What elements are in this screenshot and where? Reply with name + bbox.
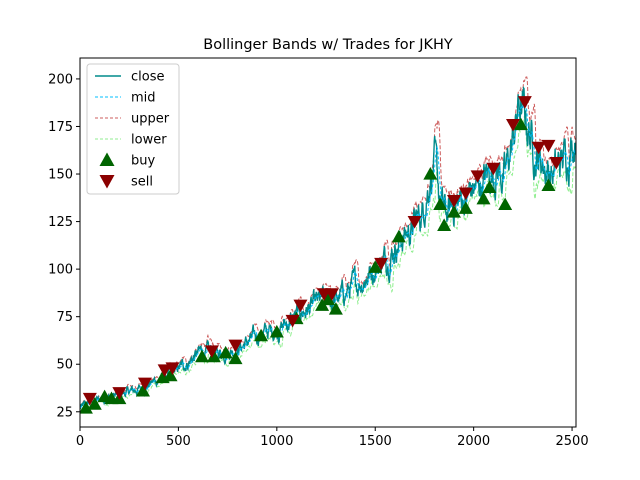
sell-marker — [407, 215, 422, 229]
chart-title: Bollinger Bands w/ Trades for JKHY — [203, 37, 453, 53]
buy-marker — [446, 205, 461, 218]
buy-marker — [218, 345, 233, 359]
buy-marker — [206, 349, 221, 363]
y-tick-label: 200 — [48, 72, 73, 87]
y-tick-label: 100 — [48, 263, 73, 278]
buy-marker — [391, 229, 406, 243]
axes-frame — [79, 57, 577, 428]
axes: 0 500 1000 1500 2000 2500 25 50 75 100 125 150 175 20… — [48, 57, 589, 449]
buy-marker — [368, 260, 383, 273]
x-tick-label: 500 — [166, 434, 191, 449]
y-tick-label: 125 — [48, 215, 73, 230]
sell-marker — [470, 170, 485, 183]
plot-area — [80, 76, 576, 414]
sell-marker — [446, 195, 461, 208]
sell-marker — [293, 299, 308, 313]
sell-marker — [541, 139, 556, 153]
legend-label-mid: mid — [131, 91, 156, 106]
buy-marker — [423, 167, 438, 180]
buy-marker — [80, 400, 93, 414]
y-tick-label: 25 — [56, 405, 73, 420]
buy-marker — [476, 191, 491, 205]
x-tick-label: 2500 — [556, 434, 589, 449]
x-tick-label: 0 — [76, 434, 84, 449]
buy-marker — [458, 201, 473, 214]
legend-label-upper: upper — [131, 112, 170, 127]
plot-series-group — [80, 76, 576, 414]
legend-label-buy: buy — [131, 154, 155, 169]
y-tick-label: 150 — [48, 168, 73, 183]
legend-swatch-buy — [99, 152, 115, 166]
y-tick-label: 50 — [56, 358, 73, 373]
buy-marker — [513, 117, 528, 131]
sell-marker — [531, 141, 546, 155]
series-line-lower — [80, 116, 576, 410]
buy-marker — [437, 218, 452, 231]
buy-marker — [87, 397, 102, 410]
sell-marker — [324, 288, 339, 301]
x-tick-label: 1500 — [359, 434, 392, 449]
legend-label-lower: lower — [131, 133, 167, 148]
sell-marker — [285, 314, 300, 328]
buy-marker — [254, 328, 269, 342]
y-tick-label: 175 — [48, 120, 73, 135]
buy-marker — [228, 351, 243, 365]
sell-marker — [549, 157, 564, 170]
y-tick-label: 75 — [56, 310, 73, 325]
sell-marker — [374, 257, 389, 271]
buy-marker — [135, 383, 150, 397]
buy-marker — [541, 178, 556, 192]
buy-marker — [328, 302, 343, 315]
sell-marker — [165, 362, 180, 376]
sell-marker — [204, 345, 219, 358]
sell-marker — [506, 118, 521, 132]
legend-label-sell: sell — [131, 175, 153, 190]
sell-marker — [157, 364, 172, 377]
x-tick-label: 2000 — [457, 434, 490, 449]
x-tick-label: 1000 — [260, 434, 293, 449]
legend-label-close: close — [131, 70, 164, 85]
legend-swatch-sell — [99, 175, 115, 189]
sell-marker — [458, 187, 473, 201]
buy-marker — [482, 180, 497, 193]
sell-marker — [137, 377, 152, 391]
buy-marker — [433, 197, 448, 211]
legend: close mid upper lower buy sell — [86, 63, 180, 195]
sell-marker — [517, 96, 532, 109]
sell-marker — [82, 392, 97, 406]
sell-marker — [228, 339, 243, 353]
buy-marker — [163, 368, 178, 382]
buy-marker — [195, 349, 210, 363]
buy-marker — [498, 197, 513, 211]
sell-marker — [486, 162, 501, 176]
buy-marker — [269, 324, 284, 338]
sell-marker — [112, 387, 127, 400]
buy-marker — [321, 292, 335, 306]
